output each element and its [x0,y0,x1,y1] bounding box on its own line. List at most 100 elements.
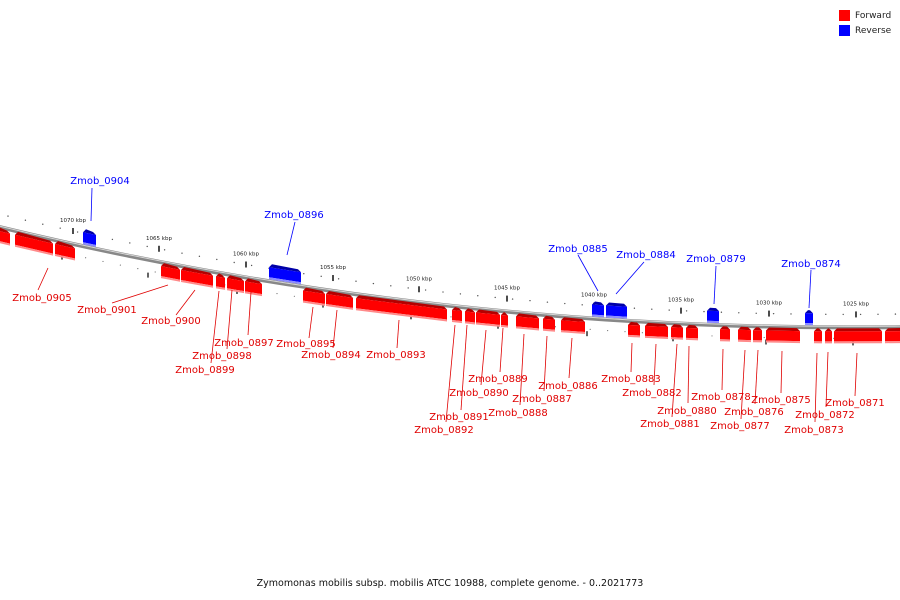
gene-label-text: Zmob_0881 [640,419,700,430]
gene-label: Zmob_0905 [12,267,72,304]
gene-label: Zmob_0879 [686,254,746,305]
reverse-gene [805,310,813,326]
gene-label-text: Zmob_0886 [538,381,598,392]
gene-label-leader [577,254,599,292]
scale-dot [424,289,427,291]
gene-label: Zmob_0892 [414,324,474,436]
gene-label-leader [653,343,657,386]
gene-body [834,331,882,342]
gene-top-face [269,264,301,273]
gene-body [720,329,730,340]
gene-label-text: Zmob_0877 [710,421,770,432]
gene-label-leader [396,319,400,349]
gene-label-text: Zmob_0888 [488,408,548,419]
gene-body [55,244,75,259]
gene-bottom-face [181,279,213,288]
gene-label-leader [671,343,678,418]
gene-label-text: Zmob_0878 [691,392,751,403]
gene-label: Zmob_0883 [601,342,661,385]
forward-gene [671,324,683,340]
scale-dot [641,332,644,334]
gene-label-text: Zmob_0879 [686,254,746,265]
genome-backbone [0,225,900,330]
forward-gene [628,321,640,338]
forward-gene [814,328,822,344]
scale-dot [529,299,531,302]
gene-top-face [465,308,475,313]
gene-label-text: Zmob_0893 [366,350,426,361]
scale-dot [163,249,166,251]
scale-dot [181,252,183,254]
gene-bottom-face [216,286,225,290]
forward-gene [501,312,508,328]
gene-label: Zmob_0887 [512,335,572,405]
gene-label-text: Zmob_0883 [601,374,661,385]
gene-body [326,294,353,308]
gene-top-face [543,315,555,320]
gene-label: Zmob_0899 [175,290,235,376]
gene-body [671,327,683,338]
gene-top-face [766,327,800,332]
scale-dot [154,271,156,273]
gene-label: Zmob_0897 [214,291,274,349]
forward-gene [0,227,10,246]
forward-gene [161,263,180,282]
gene-bottom-face [15,244,53,256]
gene-label: Zmob_0880 [657,345,717,417]
scale-dot [293,295,295,297]
gene-top-face [738,326,751,331]
scale-dot [42,223,44,225]
gene-top-face [606,302,627,307]
scale-dot [564,302,566,305]
scale-dot [119,264,121,266]
gene-body [83,232,96,245]
scale-dot [633,307,636,309]
gene-label-leader [754,349,759,405]
gene-label: Zmob_0896 [264,210,324,256]
gene-label-text: Zmob_0887 [512,394,572,405]
scale-dot [137,267,139,270]
reverse-gene [269,264,301,285]
gene-bottom-face [805,323,813,326]
forward-gene [326,291,353,310]
gene-label-leader [90,187,93,222]
gene-body [814,331,822,342]
gene-top-face [686,324,698,329]
gene-bottom-face [592,314,604,318]
gene-bottom-face [476,322,500,327]
scale-tick-label: 1060 kbp [233,252,259,258]
gene-body [216,276,225,288]
gene-top-face [501,312,508,316]
gene-label: Zmob_0871 [825,352,885,409]
gene-label-leader [286,221,296,256]
gene-label-leader [808,269,812,309]
scale-dot [7,215,9,217]
gene-bottom-face [501,325,508,328]
gene-bottom-face [227,288,244,294]
gene-top-face [0,227,10,234]
gene-body [645,325,668,338]
gene-label-text: Zmob_0897 [214,338,274,349]
forward-gene [356,295,447,322]
gene-label-text: Zmob_0892 [414,425,474,436]
legend-reverse: Reverse [839,23,891,38]
gene-label-text: Zmob_0894 [301,350,361,361]
scale-dot [877,313,879,316]
gene-label-leader [543,335,548,392]
gene-label-leader [247,291,252,336]
scale-tick-label: 1070 kbp [60,218,86,224]
gene-label-leader [780,350,783,394]
scale-tick-label: 1040 kbp [581,293,607,299]
scale-dot [554,326,557,328]
gene-bottom-face [161,276,180,282]
scale-dot [607,329,609,332]
gene-label-leader [37,267,49,291]
gene-top-face [834,328,882,332]
gene-label-text: Zmob_0884 [616,250,676,261]
gene-label-leader [630,342,633,373]
gene-bottom-face [561,330,585,335]
scale-dot [651,308,653,310]
scale-dot [303,273,305,275]
gene-body [269,267,301,283]
